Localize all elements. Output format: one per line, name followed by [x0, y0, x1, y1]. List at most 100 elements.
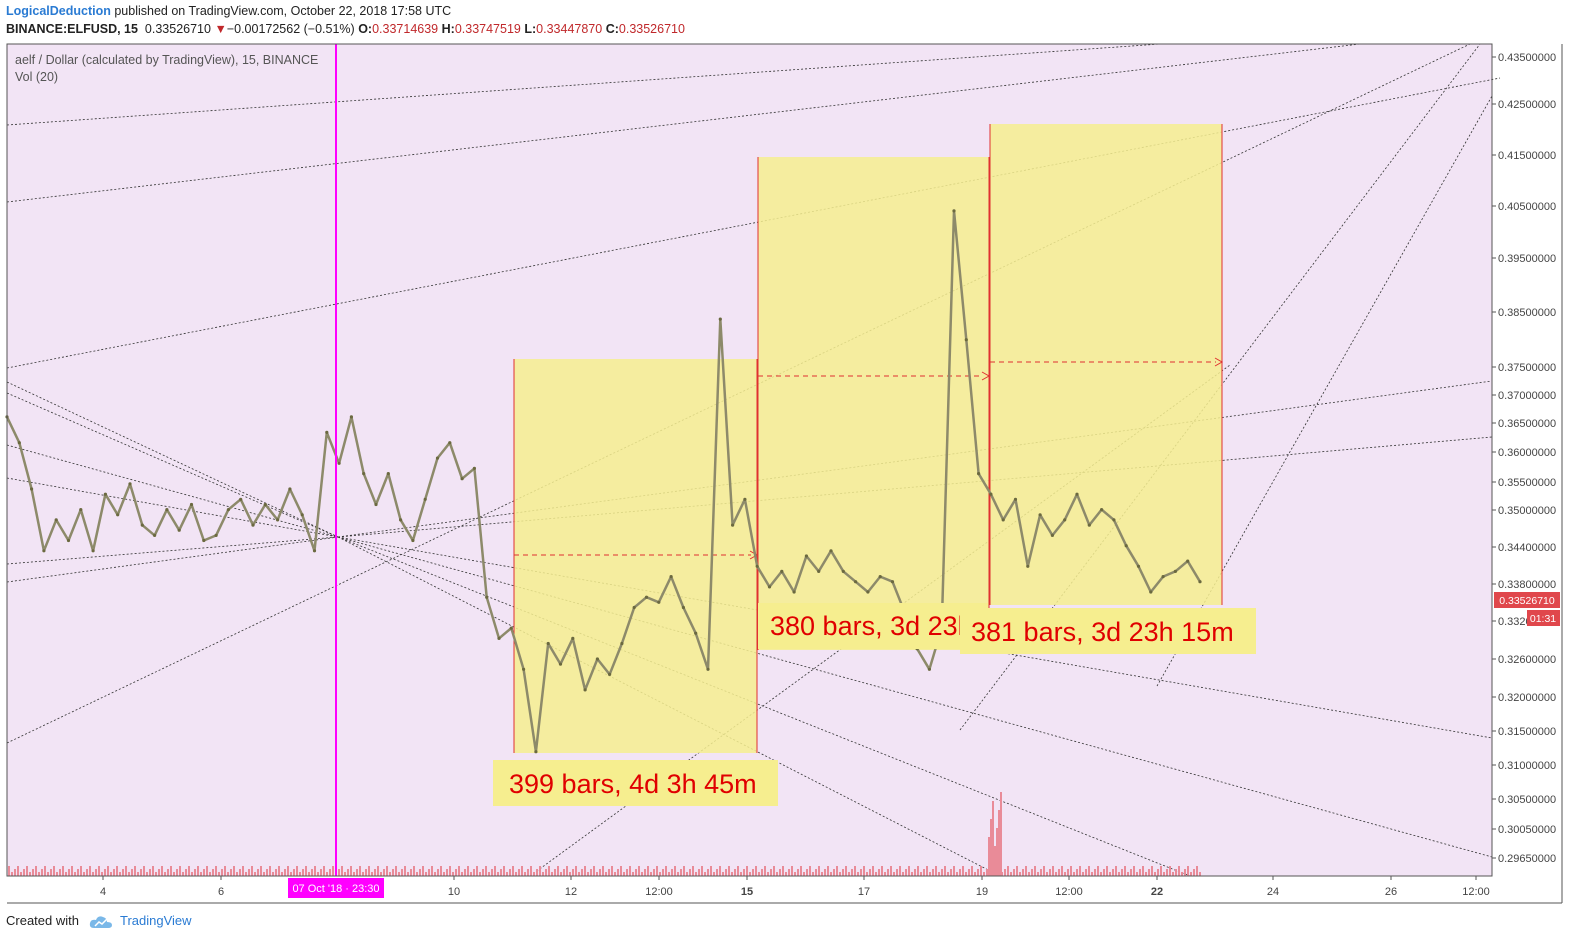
y-tick-label: 0.38500000	[1498, 307, 1556, 319]
volume-bar	[896, 869, 898, 876]
volume-bar	[680, 869, 682, 876]
volume-bar	[752, 869, 754, 876]
volume-bar	[980, 866, 982, 876]
tradingview-link[interactable]: TradingView	[120, 913, 192, 928]
volume-bar	[281, 872, 283, 876]
price-point	[1173, 569, 1177, 574]
price-point	[460, 477, 464, 481]
y-tick-label: 0.32600000	[1498, 654, 1556, 666]
volume-bar	[320, 869, 322, 876]
volume-bar	[143, 866, 145, 876]
volume-bar	[401, 869, 403, 876]
y-tick-label: 0.39500000	[1498, 253, 1556, 265]
volume-bar	[884, 872, 886, 876]
volume-bar	[209, 872, 211, 876]
volume-bar	[929, 872, 931, 876]
price-point	[91, 549, 95, 553]
volume-bar	[650, 872, 652, 876]
footer: Created with TradingView	[6, 913, 192, 929]
volume-bar	[1142, 866, 1144, 876]
volume-bar	[1091, 872, 1093, 876]
volume-bar	[941, 869, 943, 876]
volume-bar	[1181, 872, 1183, 876]
volume-bar	[563, 869, 565, 876]
volume-bar	[191, 872, 193, 876]
volume-bar	[1055, 872, 1057, 876]
volume-bar	[1160, 866, 1162, 876]
price-point	[435, 456, 440, 460]
volume-bar	[227, 872, 229, 876]
volume-bar	[539, 866, 541, 876]
volume-bar	[101, 872, 103, 876]
price-point	[472, 466, 476, 470]
volume-bar	[491, 869, 493, 876]
down-arrow-icon: ▼	[214, 22, 227, 36]
volume-bar	[428, 869, 430, 876]
volume-bar	[203, 869, 205, 876]
volume-bar	[653, 869, 655, 876]
price-point	[546, 641, 550, 646]
volume-bar	[821, 872, 823, 876]
price-point	[374, 502, 378, 507]
volume-bar	[299, 872, 301, 876]
author-link[interactable]: LogicalDeduction	[6, 4, 111, 18]
volume-bar	[758, 872, 760, 876]
volume-bar	[506, 872, 508, 876]
volume-bar	[77, 869, 79, 876]
volume-bar	[713, 872, 715, 876]
volume-bar	[68, 869, 70, 876]
volume-bar	[833, 869, 835, 876]
volume-bar	[1058, 869, 1060, 876]
volume-bar	[383, 869, 385, 876]
volume-bar	[1031, 869, 1033, 876]
volume-bar	[596, 872, 598, 876]
volume-bar	[158, 869, 160, 876]
volume-bar	[996, 828, 998, 876]
volume-bar	[398, 872, 400, 876]
price-point	[731, 523, 735, 527]
volume-bar	[857, 872, 859, 876]
volume-bar	[704, 872, 706, 876]
price-point	[706, 667, 710, 671]
volume-bar	[440, 866, 442, 876]
volume-bar	[500, 869, 502, 876]
volume-bar	[194, 869, 196, 876]
price-point	[103, 492, 107, 496]
volume-bar	[1097, 866, 1099, 876]
price-point	[1038, 513, 1042, 517]
volume-bar	[284, 869, 286, 876]
volume-bar	[416, 872, 418, 876]
volume-bar	[323, 866, 325, 876]
volume-bar	[260, 866, 262, 876]
volume-bar	[188, 866, 190, 876]
y-tick-label: 0.42500000	[1498, 99, 1556, 111]
volume-bar	[326, 872, 328, 876]
price-point	[312, 549, 317, 553]
range-label-1: 380 bars, 3d 23h	[770, 611, 973, 641]
volume-bar	[374, 869, 376, 876]
volume-bar	[1079, 866, 1081, 876]
volume-bar	[1124, 866, 1126, 876]
price-point	[1149, 590, 1153, 594]
volume-bar	[155, 872, 157, 876]
volume-bar	[509, 869, 511, 876]
price-point	[337, 461, 341, 465]
volume-bar	[626, 869, 628, 876]
volume-bar	[1019, 872, 1021, 876]
volume-bar	[413, 866, 415, 876]
volume-bar	[959, 869, 961, 876]
volume-bar	[467, 866, 469, 876]
volume-bar	[683, 866, 685, 876]
volume-bar	[983, 872, 985, 876]
price-point	[189, 502, 194, 507]
volume-bar	[365, 869, 367, 876]
volume-bar	[1037, 872, 1039, 876]
volume-bar	[860, 869, 862, 876]
volume-bar	[536, 869, 538, 876]
volume-bar	[350, 866, 352, 876]
volume-bar	[818, 866, 820, 876]
y-axis: 0.43500000 0.42500000 0.41500000 0.40500000…	[1492, 52, 1556, 865]
volume-bar	[464, 869, 466, 876]
